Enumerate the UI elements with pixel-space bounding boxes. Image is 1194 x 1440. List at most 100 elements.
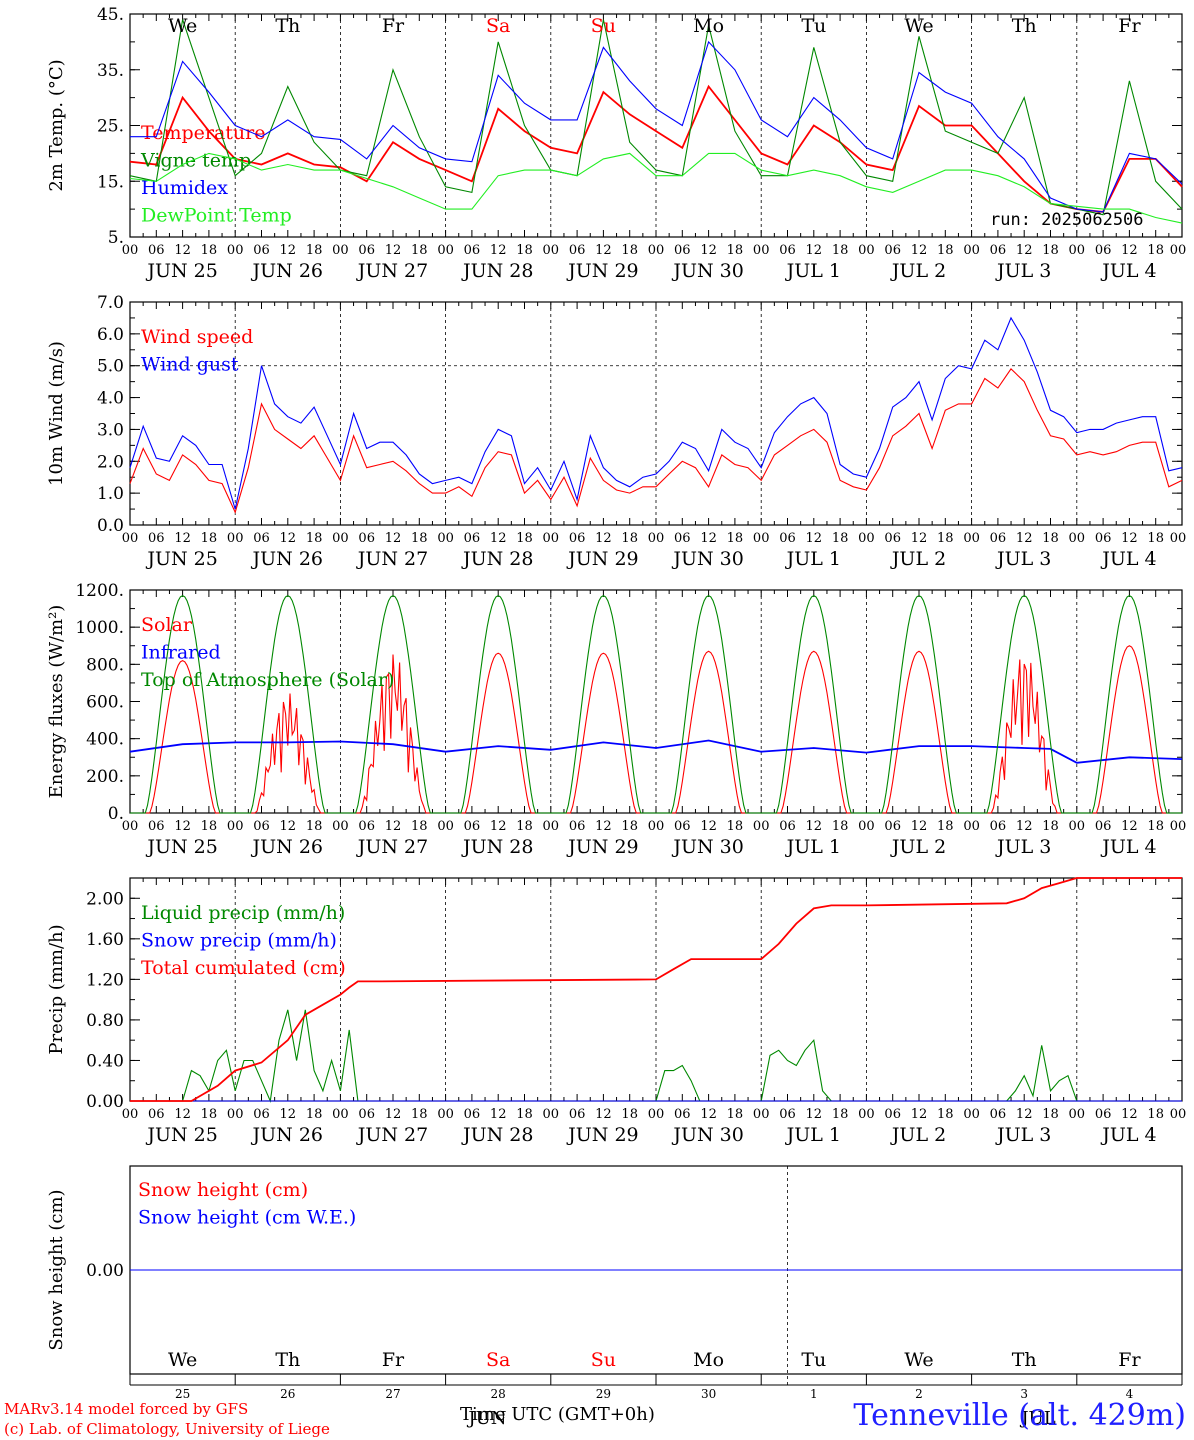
hour-tick-label: 18 [727,531,744,546]
hour-tick-label: 06 [358,819,375,834]
y-tick-label: 3.0 [97,420,124,440]
hour-tick-label: 12 [490,243,507,258]
legend-entry: Infrared [141,642,221,664]
hour-tick-label: 12 [700,243,717,258]
date-label: JUL 1 [785,260,841,282]
hour-tick-label: 12 [490,531,507,546]
hour-tick-label: 12 [911,819,928,834]
hour-tick-label: 00 [1170,819,1187,834]
hour-tick-label: 06 [990,531,1007,546]
hour-tick-label: 00 [753,243,770,258]
month-label: JUL [1019,1408,1055,1429]
hour-tick-label: 12 [385,819,402,834]
hour-tick-label: 12 [700,531,717,546]
hour-tick-label: 00 [227,819,244,834]
hour-tick-label: 00 [332,531,349,546]
hour-tick-label: 18 [1147,531,1164,546]
y-axis-label: 2m Temp. (°C) [46,59,67,191]
hour-tick-label: 00 [1170,243,1187,258]
hour-tick-label: 00 [648,531,665,546]
hour-tick-label: 18 [621,819,638,834]
hour-tick-label: 12 [385,243,402,258]
hour-tick-label: 06 [779,531,796,546]
date-label: JUL 3 [995,548,1051,570]
hour-tick-label: 00 [858,819,875,834]
hour-tick-label: 00 [437,1107,454,1122]
hour-tick-label: 18 [516,1107,533,1122]
hour-tick-label: 06 [990,243,1007,258]
day-number-label: 27 [385,1387,400,1401]
hour-tick-label: 00 [858,531,875,546]
hour-tick-label: 18 [201,1107,218,1122]
hour-tick-label: 06 [148,819,165,834]
hour-tick-label: 18 [937,819,954,834]
y-tick-label: 0.40 [86,1051,124,1071]
hour-tick-label: 06 [674,531,691,546]
hour-tick-label: 18 [306,1107,323,1122]
date-label: JUN 25 [145,548,217,570]
hour-tick-label: 06 [464,1107,481,1122]
hour-tick-label: 00 [122,819,139,834]
hour-tick-label: 12 [1016,819,1033,834]
y-axis-label: Snow height (cm) [46,1189,67,1350]
hour-tick-label: 00 [1069,243,1086,258]
y-tick-label: 25. [97,117,124,137]
hour-tick-label: 18 [306,531,323,546]
hour-tick-label: 12 [490,819,507,834]
date-label: JUL 2 [890,1124,946,1146]
hour-tick-label: 12 [280,531,297,546]
y-tick-label: 200. [86,767,124,787]
hour-tick-label: 12 [490,1107,507,1122]
y-tick-label: 0.0 [97,516,124,536]
hour-tick-label: 00 [227,531,244,546]
weekday-label: Su [591,15,616,37]
hour-tick-label: 00 [437,819,454,834]
hour-tick-label: 00 [227,1107,244,1122]
date-label: JUL 3 [995,260,1051,282]
hour-tick-label: 06 [779,1107,796,1122]
weekday-label: Sa [486,15,510,37]
y-tick-label: 5.0 [97,357,124,377]
hour-tick-label: 18 [1042,243,1059,258]
legend-entry: Snow height (cm W.E.) [138,1207,356,1229]
date-label: JUL 2 [890,548,946,570]
weekday-label: Tu [801,15,826,37]
y-axis-label: 10m Wind (m/s) [46,341,67,486]
hour-tick-label: 00 [437,531,454,546]
day-number-label: 25 [175,1387,190,1401]
y-tick-label: 6.0 [97,325,124,345]
y-tick-label: 1.60 [86,930,124,950]
day-number-label: 28 [491,1387,506,1401]
hour-tick-label: 12 [595,243,612,258]
weekday-label: Fr [1118,15,1141,37]
hour-tick-label: 06 [674,243,691,258]
hour-tick-label: 12 [595,1107,612,1122]
series-line-wind-gust [129,316,1183,510]
date-label: JUN 30 [671,836,743,858]
hour-tick-label: 12 [174,819,191,834]
hour-tick-label: 12 [1016,1107,1033,1122]
y-tick-label: 2.0 [97,452,124,472]
legend-entry: Wind gust [141,354,239,376]
hour-tick-label: 18 [306,243,323,258]
hour-tick-label: 12 [280,819,297,834]
hour-tick-label: 00 [122,243,139,258]
weekday-label: Fr [1118,1349,1141,1371]
legend-entry: Snow height (cm) [138,1179,308,1201]
hour-tick-label: 18 [1147,243,1164,258]
date-label: JUL 1 [785,1124,841,1146]
hour-tick-label: 00 [437,243,454,258]
chart-panel-2: 00 06 12 18 00 06 12 18 00 06 12 18 00 06 12 18 00 06 12 18… [46,293,1186,570]
day-number-label: 1 [810,1387,818,1401]
hour-tick-label: 18 [516,243,533,258]
hour-tick-label: 00 [332,1107,349,1122]
day-number-label: 26 [280,1387,295,1401]
y-axis-label: Precip (mm/h) [46,924,67,1054]
hour-tick-label: 06 [674,819,691,834]
y-tick-label: 800. [86,655,124,675]
day-number-label: 4 [1126,1387,1134,1401]
hour-tick-label: 06 [884,243,901,258]
hour-tick-label: 18 [727,243,744,258]
date-label: JUN 29 [566,548,638,570]
